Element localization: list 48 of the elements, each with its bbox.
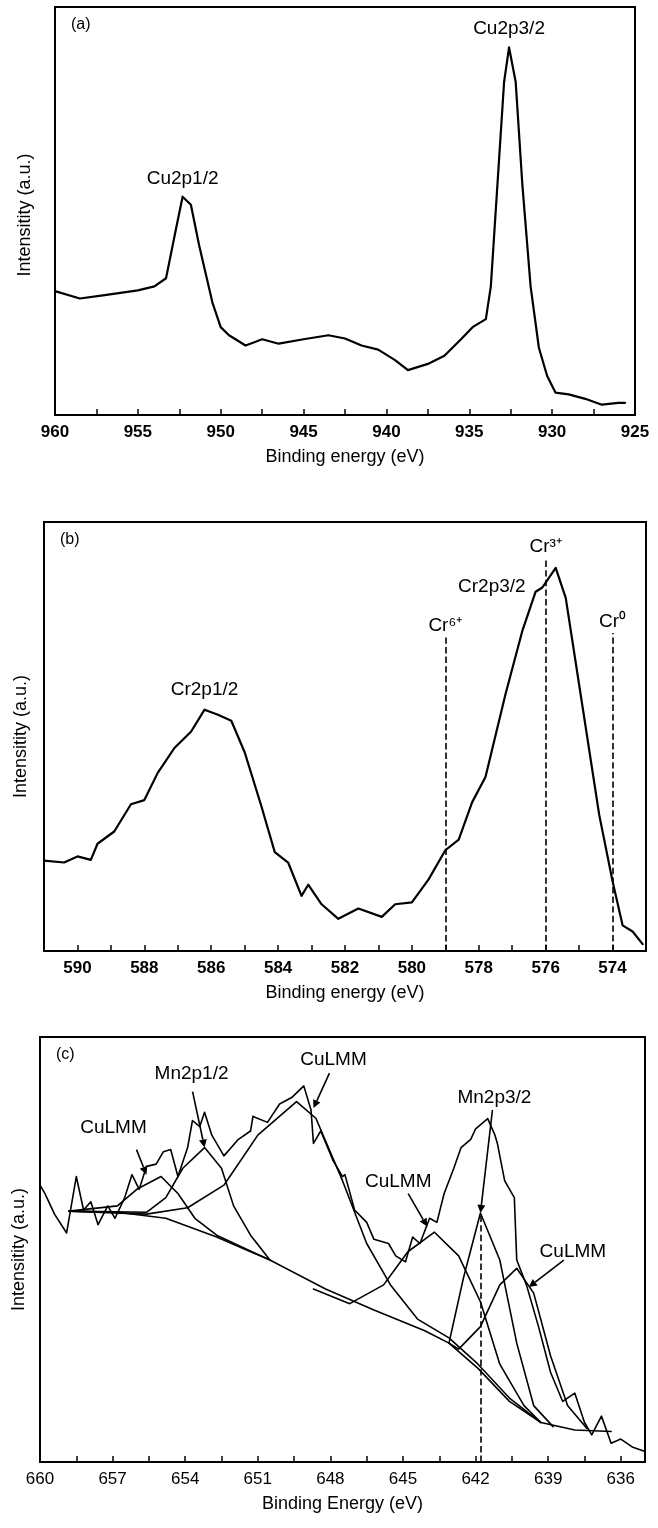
ref-line-label: Cr⁰ [599, 610, 627, 632]
x-tick-label: 588 [130, 958, 159, 977]
x-tick-label: 651 [243, 1469, 272, 1488]
x-tick-label: 945 [289, 422, 318, 441]
x-tick-label: 960 [40, 422, 70, 441]
text: (a) [71, 14, 91, 32]
x-tick-label: 955 [123, 422, 153, 441]
x-tick-label: 660 [25, 1469, 55, 1488]
annotation: Cu2p3/2 [473, 17, 545, 39]
x-tick-label: 930 [537, 422, 567, 441]
x-tick-label: 582 [330, 958, 360, 977]
y-axis-title: Intensitity (a.u.) [10, 674, 30, 799]
annotation: Cu2p1/2 [146, 166, 219, 188]
x-axis-title: Binding energy (eV) [265, 982, 425, 1002]
annotation: Cr2p3/2 [458, 575, 526, 597]
x-tick-label: 645 [388, 1469, 418, 1488]
annotation: Mn2p3/2 [457, 1085, 532, 1107]
y-axis-title: Intensitity (a.u.) [14, 153, 34, 277]
x-tick-label: 648 [316, 1469, 345, 1488]
x-tick-label: 639 [534, 1469, 563, 1488]
x-tick-label: 935 [455, 422, 484, 441]
annotation: CuLMM [300, 1047, 367, 1069]
x-axis-title: Binding Energy (eV) [261, 1493, 424, 1513]
annotation: CuLMM [80, 1116, 147, 1138]
x-axis-title: Binding energy (eV) [265, 446, 425, 466]
x-tick-label: 657 [98, 1469, 127, 1488]
x-tick-label: 940 [372, 422, 401, 441]
x-tick-label: 642 [461, 1469, 490, 1488]
annotation: CuLMM [364, 1170, 432, 1192]
x-tick-label: 580 [397, 958, 427, 977]
x-tick-label: 578 [464, 958, 493, 977]
text: (b) [60, 529, 80, 547]
text: (c) [56, 1044, 75, 1062]
ref-line-label: Cr³⁺ [529, 535, 562, 557]
x-tick-label: 654 [171, 1469, 200, 1488]
y-axis-title: Intensitity (a.u.) [8, 1187, 28, 1312]
x-tick-label: 576 [531, 958, 560, 977]
x-tick-label: 586 [197, 958, 226, 977]
annotation: CuLMM [539, 1239, 607, 1261]
x-tick-label: 584 [263, 958, 293, 977]
x-tick-label: 574 [598, 958, 628, 977]
annotation: Cr2p1/2 [170, 677, 239, 699]
x-tick-label: 590 [63, 958, 92, 977]
x-tick-label: 950 [206, 422, 235, 441]
ref-line-label: Cr⁶⁺ [428, 613, 463, 635]
x-tick-label: 636 [606, 1469, 635, 1488]
x-tick-label: 925 [620, 422, 650, 441]
annotation: Mn2p1/2 [154, 1062, 229, 1084]
